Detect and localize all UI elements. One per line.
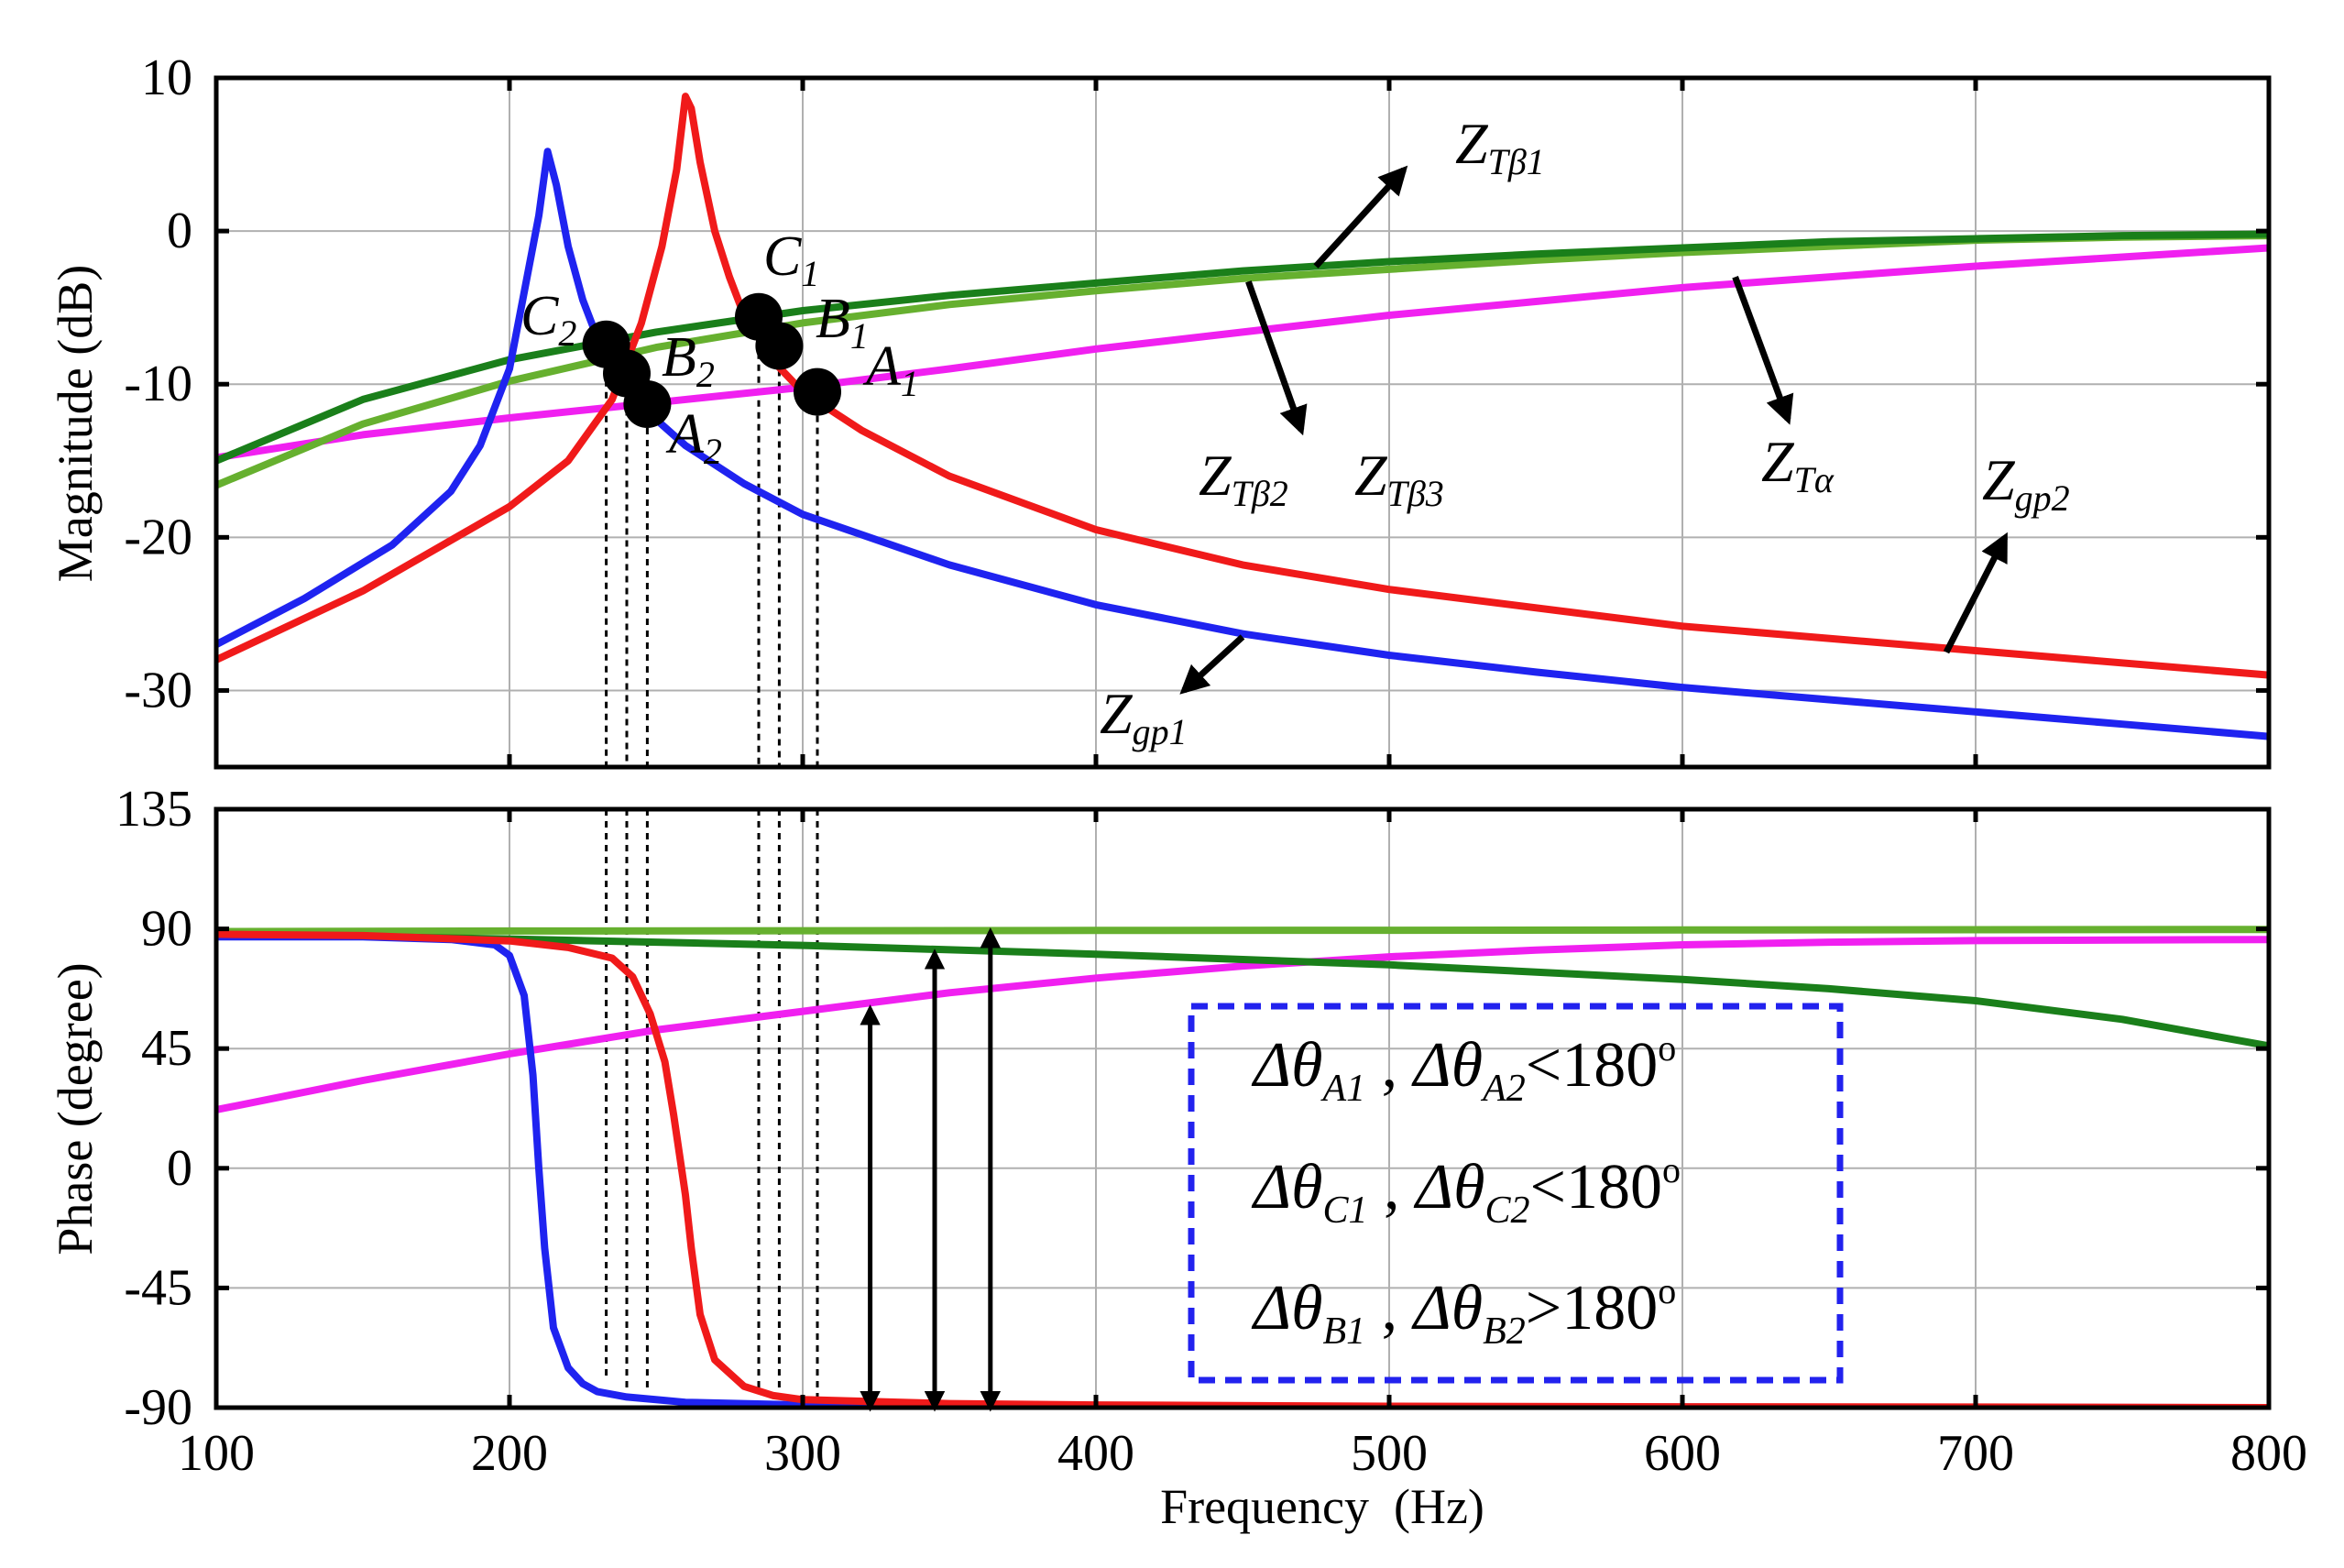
intersection-point-b1 (755, 322, 804, 370)
condition-line-b: ΔθB1 , ΔθB2>180o (1251, 1270, 1676, 1353)
phase-series-z-tbeta23 (216, 926, 2269, 936)
phase-y-tick-labels: 135 90 45 0 -45 -90 (115, 781, 192, 1436)
label-z-tbeta3: ZTβ3 (1354, 443, 1444, 514)
point-label-c1: C1 (763, 225, 819, 294)
phase-ytick-label: -45 (124, 1259, 192, 1316)
label-z-tbeta2: ZTβ2 (1199, 443, 1288, 514)
magnitude-series-z-gp2 (216, 93, 2269, 679)
magnitude-ytick-label: -20 (124, 509, 192, 565)
x-tick-labels: 100 200 300 400 500 600 700 800 (178, 1425, 2307, 1482)
magnitude-ytick-label: 0 (167, 203, 192, 259)
intersection-point-a2 (623, 379, 672, 428)
magnitude-ytick-label: -30 (124, 662, 192, 718)
point-label-b2: B2 (662, 326, 715, 395)
point-label-a1: A1 (862, 335, 919, 404)
phase-series (216, 926, 2269, 1408)
phase-condition-box-border (1188, 1003, 1844, 1384)
point-label-c2: C2 (520, 285, 576, 354)
label-z-gp1: Zgp1 (1100, 681, 1188, 752)
annotation-arrow-gp1 (1179, 634, 1245, 695)
phase-drop-lines (605, 809, 819, 1398)
x-axis-title: Frequency (Hz) (1160, 1479, 1484, 1534)
phase-difference-arrows (860, 927, 1002, 1412)
phase-y-axis-title: Phase (degree) (48, 962, 103, 1255)
phase-ytick-label: 135 (115, 781, 192, 838)
magnitude-y-axis-title: Magnitude (dB) (48, 265, 103, 582)
magnitude-ytick-label: -10 (124, 356, 192, 412)
phase-frame (214, 806, 2272, 1410)
magnitude-panel: 100-10-20-30 Magnitude (dB) C2 B2 A2 C1 … (48, 49, 2272, 770)
magnitude-intersection-points (582, 292, 841, 428)
phase-condition-box: ΔθA1 , ΔθA2<180o ΔθC1 , ΔθC2<180o ΔθB1 ,… (1188, 1003, 1844, 1384)
x-tick-label: 200 (471, 1425, 548, 1482)
condition-line-c: ΔθC1 , ΔθC2<180o (1251, 1149, 1681, 1232)
annotation-arrow-tx (1732, 276, 1794, 425)
phase-ytick-label: 45 (141, 1020, 192, 1077)
label-z-talpha: ZTα (1761, 429, 1835, 500)
x-tick-label: 800 (2230, 1425, 2307, 1482)
x-tick-label: 400 (1057, 1425, 1134, 1482)
point-label-a2: A2 (665, 403, 722, 472)
magnitude-ytick-label: 10 (141, 49, 192, 106)
phase-series-z-gp1 (216, 933, 2269, 1408)
x-tick-label: 600 (1644, 1425, 1721, 1482)
x-tick-label: 100 (178, 1425, 255, 1482)
magnitude-annotation-arrows (1179, 165, 2009, 695)
magnitude-grid (215, 77, 2270, 767)
magnitude-y-tick-labels: 10 0 -10 -20 -30 (124, 49, 192, 718)
x-tick-label: 700 (1937, 1425, 2014, 1482)
phase-grid (215, 808, 2270, 1409)
phase-series-z-tbeta1 (216, 930, 2269, 1050)
phase-ticks (214, 806, 2272, 1410)
x-tick-label: 500 (1351, 1425, 1428, 1482)
phase-ytick-label: 0 (167, 1140, 192, 1197)
annotation-arrow-gp2 (1943, 532, 2009, 654)
annotation-arrow-tx2 (1245, 280, 1308, 436)
x-tick-label: 300 (764, 1425, 841, 1482)
magnitude-frame (214, 75, 2272, 770)
intersection-point-a1 (794, 367, 841, 416)
label-z-gp2: Zgp2 (1982, 447, 2070, 519)
point-label-b1: B1 (816, 288, 869, 356)
annotation-arrow-tx1 (1313, 165, 1408, 269)
condition-line-a: ΔθA1 , ΔθA2<180o (1251, 1027, 1676, 1110)
phase-series-z-talpha (216, 936, 2269, 1113)
magnitude-ticks (214, 75, 2272, 767)
phase-ytick-label: 90 (141, 901, 192, 958)
label-z-tbeta1: ZTβ1 (1455, 111, 1545, 182)
magnitude-series-z-tbeta1 (216, 230, 2269, 465)
phase-ytick-label: -90 (124, 1379, 192, 1436)
magnitude-series-z-talpha (216, 244, 2269, 462)
